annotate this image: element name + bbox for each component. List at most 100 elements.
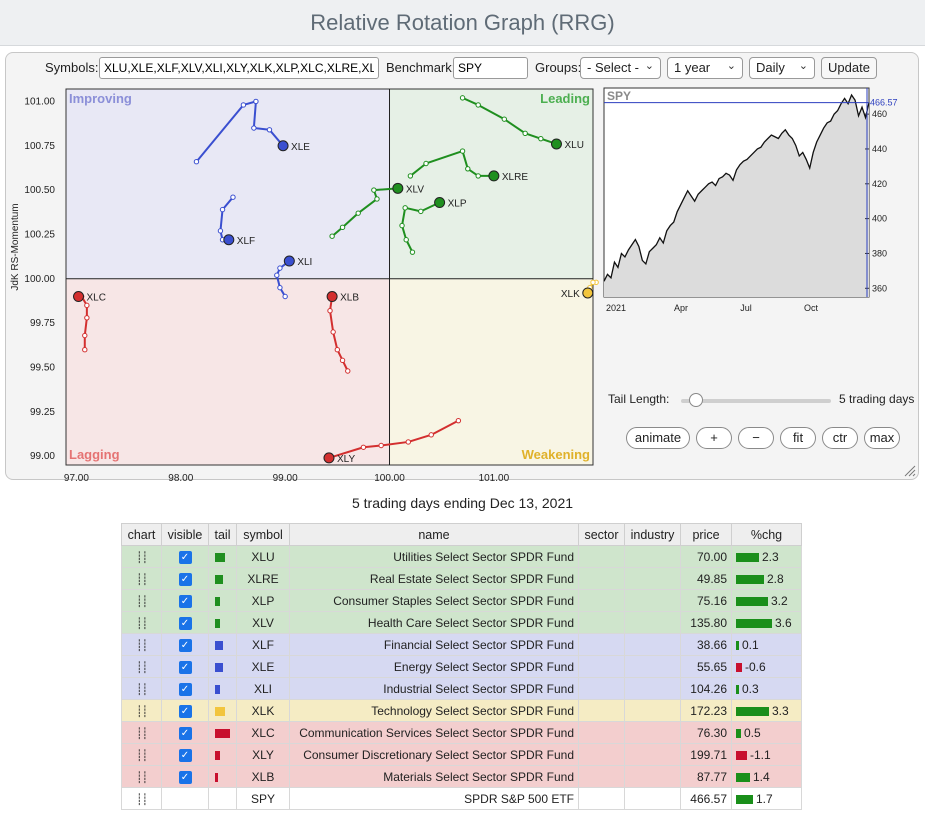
visible-checkbox[interactable]: ✓ [179, 683, 192, 696]
table-row[interactable]: ┊┊ ✓ XLB Materials Select Sector SPDR Fund 8… [122, 766, 802, 788]
industry-cell [625, 656, 681, 678]
tail-swatch [215, 619, 220, 628]
tail-point-xlp [400, 223, 404, 227]
chg-cell: 3.6 [732, 612, 802, 634]
col-name[interactable]: name [290, 524, 579, 546]
col-chg[interactable]: %chg [732, 524, 802, 546]
max-button[interactable]: max [864, 427, 900, 449]
table-row[interactable]: ┊┊ ✓ XLK Technology Select Sector SPDR Fund… [122, 700, 802, 722]
chart-link-icon[interactable]: ┊┊ [122, 612, 162, 634]
visible-cell[interactable] [162, 788, 209, 810]
animate-button[interactable]: animate [626, 427, 690, 449]
visible-checkbox[interactable]: ✓ [179, 661, 192, 674]
col-symbol[interactable]: symbol [237, 524, 290, 546]
table-row[interactable]: ┊┊ SPY SPDR S&P 500 ETF 466.57 1.7 [122, 788, 802, 810]
visible-cell[interactable]: ✓ [162, 744, 209, 766]
sector-cell [579, 678, 625, 700]
chart-link-icon[interactable]: ┊┊ [122, 744, 162, 766]
tail-swatch [215, 751, 220, 760]
spy-y-tick-label: 380 [872, 248, 887, 258]
center-button[interactable]: ctr [822, 427, 858, 449]
visible-cell[interactable]: ✓ [162, 546, 209, 568]
tail-length-slider-thumb[interactable] [689, 393, 703, 407]
visible-cell[interactable]: ✓ [162, 722, 209, 744]
col-chart[interactable]: chart [122, 524, 162, 546]
chart-link-icon[interactable]: ┊┊ [122, 678, 162, 700]
col-price[interactable]: price [681, 524, 732, 546]
industry-cell [625, 722, 681, 744]
visible-checkbox[interactable]: ✓ [179, 705, 192, 718]
series-label-xlp: XLP [448, 199, 467, 210]
chart-link-icon[interactable]: ┊┊ [122, 722, 162, 744]
symbol-cell: XLU [237, 546, 290, 568]
visible-cell[interactable]: ✓ [162, 612, 209, 634]
fit-button[interactable]: fit [780, 427, 816, 449]
zoom-in-button[interactable]: + [696, 427, 732, 449]
visible-checkbox[interactable]: ✓ [179, 595, 192, 608]
col-visible[interactable]: visible [162, 524, 209, 546]
spy-y-tick-label: 420 [872, 179, 887, 189]
resize-handle-icon[interactable] [904, 465, 916, 477]
price-cell: 75.16 [681, 590, 732, 612]
visible-cell[interactable]: ✓ [162, 590, 209, 612]
chg-value: 0.3 [742, 682, 759, 696]
table-row[interactable]: ┊┊ ✓ XLP Consumer Staples Select Sector SPD… [122, 590, 802, 612]
col-sector[interactable]: sector [579, 524, 625, 546]
series-label-xlu: XLU [564, 140, 583, 151]
tail-cell [209, 656, 237, 678]
visible-checkbox[interactable]: ✓ [179, 551, 192, 564]
visible-checkbox[interactable]: ✓ [179, 639, 192, 652]
visible-checkbox[interactable]: ✓ [179, 771, 192, 784]
tail-point-xly [406, 440, 410, 444]
tail-length-slider-track[interactable] [681, 399, 831, 403]
chart-link-icon[interactable]: ┊┊ [122, 656, 162, 678]
chart-link-icon[interactable]: ┊┊ [122, 788, 162, 810]
series-label-xli: XLI [297, 257, 312, 268]
y-tick-label: 100.75 [24, 141, 55, 152]
visible-cell[interactable]: ✓ [162, 700, 209, 722]
table-row[interactable]: ┊┊ ✓ XLI Industrial Select Sector SPDR Fund… [122, 678, 802, 700]
chg-value: -0.6 [745, 660, 766, 674]
table-row[interactable]: ┊┊ ✓ XLV Health Care Select Sector SPDR Fun… [122, 612, 802, 634]
table-row[interactable]: ┊┊ ✓ XLY Consumer Discretionary Select Sect… [122, 744, 802, 766]
visible-cell[interactable]: ✓ [162, 634, 209, 656]
x-tick-label: 101.00 [479, 473, 510, 481]
sector-cell [579, 634, 625, 656]
chg-value: -1.1 [750, 748, 771, 762]
table-row[interactable]: ┊┊ ✓ XLC Communication Services Select Sect… [122, 722, 802, 744]
zoom-out-button[interactable]: − [738, 427, 774, 449]
tail-length-value: 5 trading days [839, 392, 914, 406]
tail-length-label: Tail Length: [608, 392, 669, 406]
visible-cell[interactable]: ✓ [162, 568, 209, 590]
head-point-xlc [74, 292, 84, 302]
table-row[interactable]: ┊┊ ✓ XLU Utilities Select Sector SPDR Fund 7… [122, 546, 802, 568]
visible-checkbox[interactable]: ✓ [179, 727, 192, 740]
x-tick-label: 97.00 [64, 473, 89, 481]
col-tail[interactable]: tail [209, 524, 237, 546]
chart-link-icon[interactable]: ┊┊ [122, 634, 162, 656]
tail-point-xlb [340, 358, 344, 362]
visible-cell[interactable]: ✓ [162, 678, 209, 700]
chart-link-icon[interactable]: ┊┊ [122, 568, 162, 590]
y-axis-label: JdK RS-Momentum [10, 203, 21, 290]
tail-point-xly [379, 443, 383, 447]
sector-cell [579, 590, 625, 612]
visible-cell[interactable]: ✓ [162, 656, 209, 678]
visible-checkbox[interactable]: ✓ [179, 573, 192, 586]
tail-point-xlu [502, 117, 506, 121]
table-row[interactable]: ┊┊ ✓ XLE Energy Select Sector SPDR Fund 55.6… [122, 656, 802, 678]
col-industry[interactable]: industry [625, 524, 681, 546]
chg-value: 0.1 [742, 638, 759, 652]
chart-link-icon[interactable]: ┊┊ [122, 700, 162, 722]
tail-point-xle [241, 103, 245, 107]
chart-link-icon[interactable]: ┊┊ [122, 766, 162, 788]
table-row[interactable]: ┊┊ ✓ XLRE Real Estate Select Sector SPDR Fu… [122, 568, 802, 590]
table-row[interactable]: ┊┊ ✓ XLF Financial Select Sector SPDR Fund 3… [122, 634, 802, 656]
chg-bar [736, 707, 769, 716]
chart-link-icon[interactable]: ┊┊ [122, 546, 162, 568]
chart-link-icon[interactable]: ┊┊ [122, 590, 162, 612]
visible-cell[interactable]: ✓ [162, 766, 209, 788]
visible-checkbox[interactable]: ✓ [179, 617, 192, 630]
visible-checkbox[interactable]: ✓ [179, 749, 192, 762]
sector-cell [579, 744, 625, 766]
